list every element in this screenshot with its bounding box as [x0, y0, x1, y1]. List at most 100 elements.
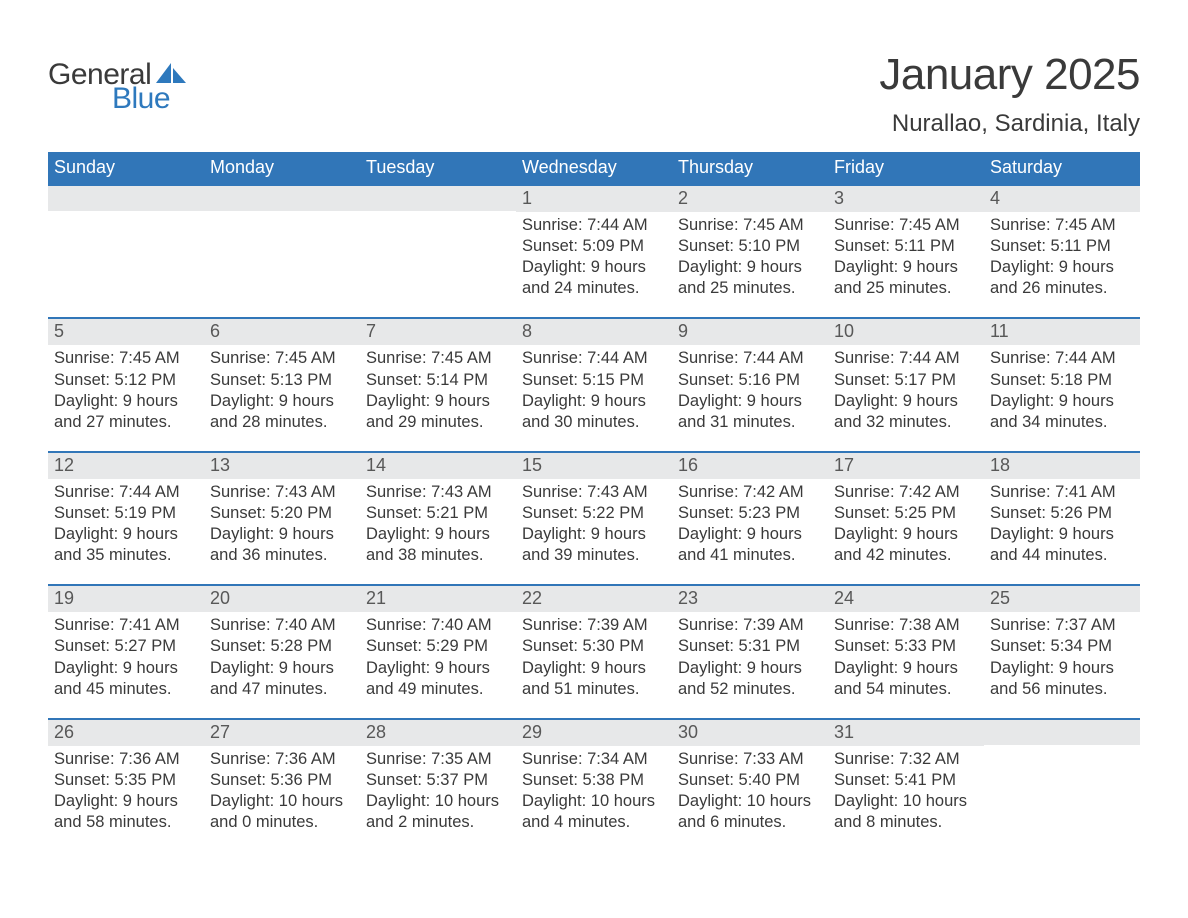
calendar: Sunday Monday Tuesday Wednesday Thursday…: [48, 152, 1140, 851]
day-details: Sunrise: 7:32 AMSunset: 5:41 PMDaylight:…: [828, 746, 984, 833]
day-number: 24: [828, 586, 984, 612]
day-cell: [204, 186, 360, 317]
sunrise-line: Sunrise: 7:45 AM: [366, 348, 510, 369]
sunset-line: Sunset: 5:35 PM: [54, 770, 198, 791]
sunset-line: Sunset: 5:41 PM: [834, 770, 978, 791]
daylight-line-1: Daylight: 10 hours: [678, 791, 822, 812]
week-row: 12Sunrise: 7:44 AMSunset: 5:19 PMDayligh…: [48, 451, 1140, 584]
daylight-line-1: Daylight: 9 hours: [834, 391, 978, 412]
daylight-line-1: Daylight: 10 hours: [522, 791, 666, 812]
day-number: 11: [984, 319, 1140, 345]
day-number: 14: [360, 453, 516, 479]
day-details: Sunrise: 7:35 AMSunset: 5:37 PMDaylight:…: [360, 746, 516, 833]
brand-word-2: Blue: [112, 82, 187, 116]
day-details: Sunrise: 7:38 AMSunset: 5:33 PMDaylight:…: [828, 612, 984, 699]
day-cell: 5Sunrise: 7:45 AMSunset: 5:12 PMDaylight…: [48, 319, 204, 450]
sunset-line: Sunset: 5:10 PM: [678, 236, 822, 257]
daylight-line-2: and 26 minutes.: [990, 278, 1134, 299]
daylight-line-1: Daylight: 10 hours: [366, 791, 510, 812]
daylight-line-2: and 4 minutes.: [522, 812, 666, 833]
dow-sunday: Sunday: [48, 152, 204, 184]
sunset-line: Sunset: 5:27 PM: [54, 636, 198, 657]
day-cell: [360, 186, 516, 317]
sunset-line: Sunset: 5:21 PM: [366, 503, 510, 524]
day-cell: 6Sunrise: 7:45 AMSunset: 5:13 PMDaylight…: [204, 319, 360, 450]
day-details: Sunrise: 7:40 AMSunset: 5:29 PMDaylight:…: [360, 612, 516, 699]
sail-icon: [155, 62, 187, 84]
dow-saturday: Saturday: [984, 152, 1140, 184]
sunrise-line: Sunrise: 7:39 AM: [678, 615, 822, 636]
day-cell: 18Sunrise: 7:41 AMSunset: 5:26 PMDayligh…: [984, 453, 1140, 584]
sunset-line: Sunset: 5:38 PM: [522, 770, 666, 791]
sunrise-line: Sunrise: 7:32 AM: [834, 749, 978, 770]
daylight-line-2: and 31 minutes.: [678, 412, 822, 433]
daylight-line-1: Daylight: 9 hours: [366, 524, 510, 545]
day-cell: 4Sunrise: 7:45 AMSunset: 5:11 PMDaylight…: [984, 186, 1140, 317]
sunset-line: Sunset: 5:18 PM: [990, 370, 1134, 391]
day-cell: 15Sunrise: 7:43 AMSunset: 5:22 PMDayligh…: [516, 453, 672, 584]
daylight-line-2: and 8 minutes.: [834, 812, 978, 833]
location-subtitle: Nurallao, Sardinia, Italy: [879, 110, 1140, 138]
day-cell: 10Sunrise: 7:44 AMSunset: 5:17 PMDayligh…: [828, 319, 984, 450]
sunset-line: Sunset: 5:11 PM: [990, 236, 1134, 257]
day-details: Sunrise: 7:42 AMSunset: 5:25 PMDaylight:…: [828, 479, 984, 566]
daylight-line-1: Daylight: 9 hours: [210, 658, 354, 679]
day-number: 23: [672, 586, 828, 612]
sunrise-line: Sunrise: 7:36 AM: [54, 749, 198, 770]
sunrise-line: Sunrise: 7:43 AM: [366, 482, 510, 503]
day-number: 26: [48, 720, 204, 746]
day-number: 17: [828, 453, 984, 479]
daylight-line-1: Daylight: 9 hours: [366, 658, 510, 679]
sunrise-line: Sunrise: 7:40 AM: [210, 615, 354, 636]
day-cell: 31Sunrise: 7:32 AMSunset: 5:41 PMDayligh…: [828, 720, 984, 851]
dow-friday: Friday: [828, 152, 984, 184]
sunset-line: Sunset: 5:40 PM: [678, 770, 822, 791]
day-cell: 17Sunrise: 7:42 AMSunset: 5:25 PMDayligh…: [828, 453, 984, 584]
daylight-line-1: Daylight: 9 hours: [678, 658, 822, 679]
day-number: [48, 186, 204, 211]
day-cell: 1Sunrise: 7:44 AMSunset: 5:09 PMDaylight…: [516, 186, 672, 317]
day-details: Sunrise: 7:40 AMSunset: 5:28 PMDaylight:…: [204, 612, 360, 699]
sunrise-line: Sunrise: 7:42 AM: [678, 482, 822, 503]
day-number: 18: [984, 453, 1140, 479]
day-details: Sunrise: 7:33 AMSunset: 5:40 PMDaylight:…: [672, 746, 828, 833]
day-cell: 28Sunrise: 7:35 AMSunset: 5:37 PMDayligh…: [360, 720, 516, 851]
daylight-line-1: Daylight: 9 hours: [522, 391, 666, 412]
daylight-line-2: and 2 minutes.: [366, 812, 510, 833]
sunrise-line: Sunrise: 7:43 AM: [522, 482, 666, 503]
day-cell: 2Sunrise: 7:45 AMSunset: 5:10 PMDaylight…: [672, 186, 828, 317]
sunrise-line: Sunrise: 7:45 AM: [678, 215, 822, 236]
sunrise-line: Sunrise: 7:44 AM: [522, 348, 666, 369]
day-details: Sunrise: 7:39 AMSunset: 5:31 PMDaylight:…: [672, 612, 828, 699]
daylight-line-1: Daylight: 9 hours: [678, 391, 822, 412]
sunset-line: Sunset: 5:11 PM: [834, 236, 978, 257]
sunset-line: Sunset: 5:20 PM: [210, 503, 354, 524]
day-number: 25: [984, 586, 1140, 612]
daylight-line-1: Daylight: 9 hours: [366, 391, 510, 412]
day-cell: 22Sunrise: 7:39 AMSunset: 5:30 PMDayligh…: [516, 586, 672, 717]
daylight-line-2: and 41 minutes.: [678, 545, 822, 566]
daylight-line-1: Daylight: 9 hours: [210, 391, 354, 412]
sunset-line: Sunset: 5:22 PM: [522, 503, 666, 524]
day-number: 13: [204, 453, 360, 479]
dow-monday: Monday: [204, 152, 360, 184]
daylight-line-1: Daylight: 9 hours: [990, 257, 1134, 278]
day-number: 1: [516, 186, 672, 212]
sunrise-line: Sunrise: 7:36 AM: [210, 749, 354, 770]
day-details: Sunrise: 7:37 AMSunset: 5:34 PMDaylight:…: [984, 612, 1140, 699]
day-details: Sunrise: 7:45 AMSunset: 5:13 PMDaylight:…: [204, 345, 360, 432]
daylight-line-2: and 39 minutes.: [522, 545, 666, 566]
dow-tuesday: Tuesday: [360, 152, 516, 184]
day-cell: 24Sunrise: 7:38 AMSunset: 5:33 PMDayligh…: [828, 586, 984, 717]
sunset-line: Sunset: 5:33 PM: [834, 636, 978, 657]
week-row: 1Sunrise: 7:44 AMSunset: 5:09 PMDaylight…: [48, 184, 1140, 317]
day-number: [984, 720, 1140, 745]
sunrise-line: Sunrise: 7:44 AM: [678, 348, 822, 369]
daylight-line-2: and 34 minutes.: [990, 412, 1134, 433]
day-cell: 19Sunrise: 7:41 AMSunset: 5:27 PMDayligh…: [48, 586, 204, 717]
week-row: 19Sunrise: 7:41 AMSunset: 5:27 PMDayligh…: [48, 584, 1140, 717]
day-details: Sunrise: 7:45 AMSunset: 5:12 PMDaylight:…: [48, 345, 204, 432]
sunrise-line: Sunrise: 7:45 AM: [834, 215, 978, 236]
daylight-line-2: and 58 minutes.: [54, 812, 198, 833]
sunset-line: Sunset: 5:09 PM: [522, 236, 666, 257]
